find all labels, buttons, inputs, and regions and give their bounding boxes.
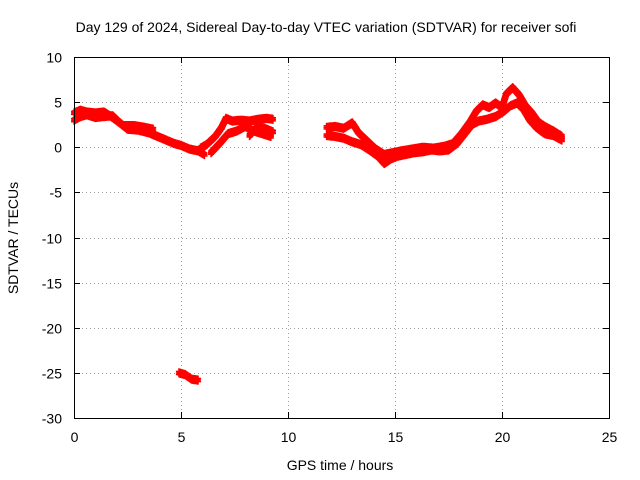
- y-tick-label: -15: [42, 276, 62, 292]
- x-tick-label: 10: [281, 429, 297, 445]
- y-axis-label: SDTVAR / TECUs: [5, 182, 21, 294]
- data-point-cluster: [71, 110, 208, 160]
- y-tick-label: 0: [54, 140, 62, 156]
- x-axis-label: GPS time / hours: [287, 457, 394, 473]
- axis-ticks: [74, 57, 610, 419]
- data-points: [71, 83, 565, 385]
- chart-title: Day 129 of 2024, Sidereal Day-to-day VTE…: [76, 19, 577, 35]
- x-tick-label: 20: [495, 429, 511, 445]
- y-axis-tick-labels: 10 5 0 -5 -10 -15 -20 -25 -30: [42, 50, 62, 427]
- y-tick-label: -20: [42, 321, 62, 337]
- x-tick-label: 15: [388, 429, 404, 445]
- data-point-cluster: [246, 121, 276, 141]
- data-point-cluster: [323, 98, 565, 169]
- y-tick-label: -30: [42, 411, 62, 427]
- data-point-cluster: [197, 113, 276, 153]
- y-tick-label: -10: [42, 231, 62, 247]
- x-tick-label: 25: [602, 429, 618, 445]
- y-tick-label: -25: [42, 366, 62, 382]
- y-tick-label: 5: [54, 95, 62, 111]
- x-tick-label: 0: [71, 429, 79, 445]
- x-tick-label: 5: [178, 429, 186, 445]
- x-axis-tick-labels: 0 5 10 15 20 25: [71, 429, 618, 445]
- y-tick-label: 10: [46, 50, 62, 66]
- data-point-cluster: [175, 368, 202, 385]
- y-tick-label: -5: [50, 185, 63, 201]
